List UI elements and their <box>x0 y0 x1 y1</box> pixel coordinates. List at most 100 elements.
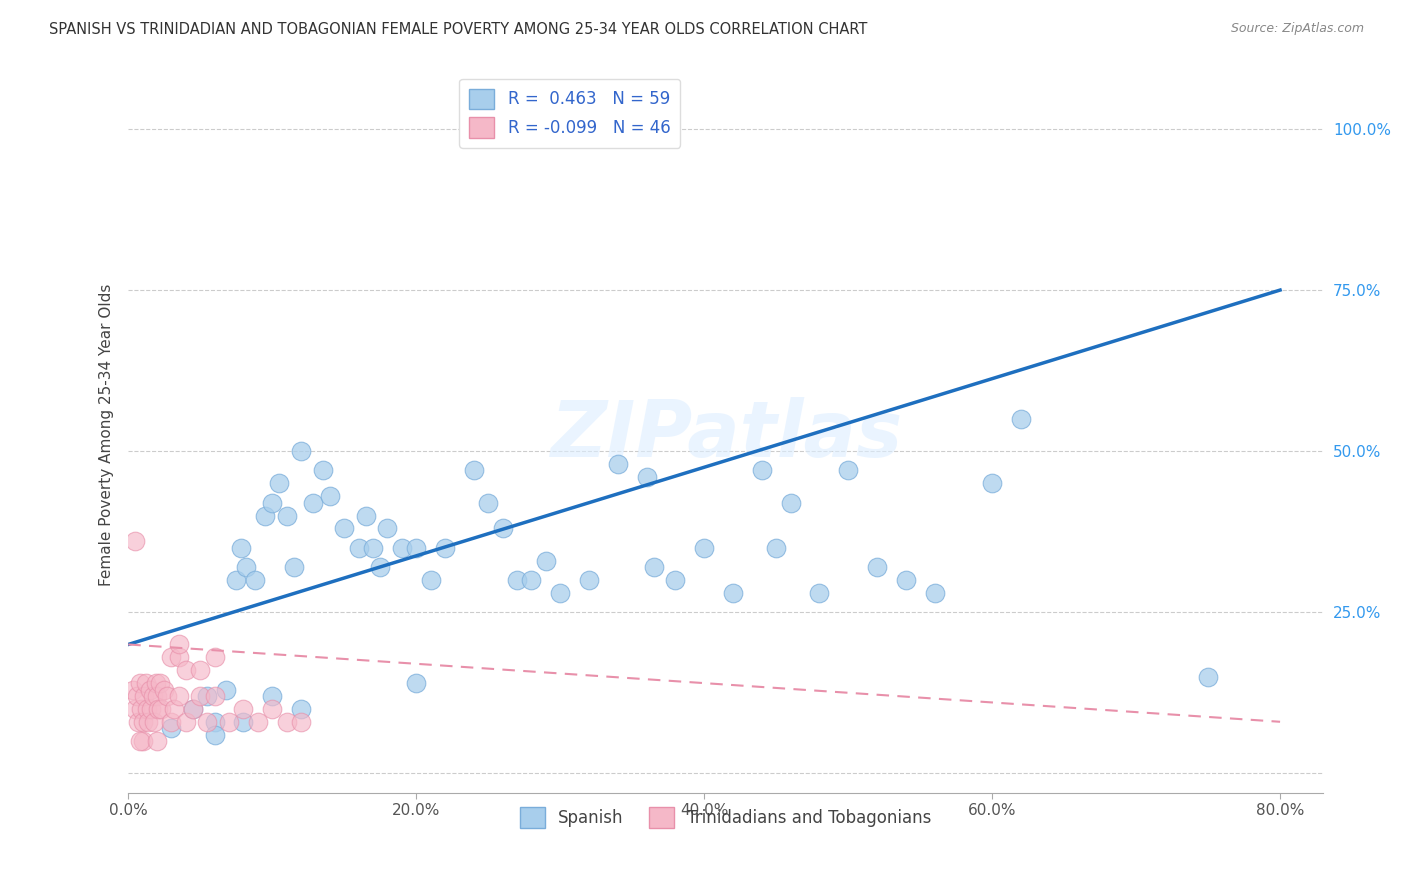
Text: ZIPatlas: ZIPatlas <box>550 397 901 473</box>
Point <box>311 463 333 477</box>
Point <box>146 689 169 703</box>
Point <box>163 702 186 716</box>
Point <box>174 714 197 729</box>
Point <box>232 714 254 729</box>
Point <box>160 714 183 729</box>
Point <box>243 573 266 587</box>
Point <box>181 702 204 716</box>
Point <box>125 689 148 703</box>
Point <box>139 682 162 697</box>
Point <box>290 702 312 716</box>
Point <box>129 702 152 716</box>
Point <box>138 714 160 729</box>
Point <box>751 463 773 477</box>
Point <box>124 534 146 549</box>
Point <box>262 496 284 510</box>
Point <box>578 573 600 587</box>
Point <box>135 676 157 690</box>
Point <box>167 637 190 651</box>
Point <box>506 573 529 587</box>
Point <box>520 573 543 587</box>
Point <box>477 496 499 510</box>
Point <box>156 689 179 703</box>
Y-axis label: Female Poverty Among 25-34 Year Olds: Female Poverty Among 25-34 Year Olds <box>100 284 114 586</box>
Point <box>290 714 312 729</box>
Point <box>181 702 204 716</box>
Point <box>167 650 190 665</box>
Point <box>204 728 226 742</box>
Point <box>204 689 226 703</box>
Point <box>141 702 163 716</box>
Point <box>218 714 240 729</box>
Point <box>197 714 219 729</box>
Point <box>1197 670 1219 684</box>
Point <box>548 586 571 600</box>
Point <box>215 682 238 697</box>
Point <box>269 476 291 491</box>
Point <box>664 573 686 587</box>
Point <box>276 508 298 523</box>
Point <box>225 573 247 587</box>
Legend: Spanish, Trinidadians and Tobagonians: Spanish, Trinidadians and Tobagonians <box>513 801 938 834</box>
Point <box>1010 412 1032 426</box>
Point <box>333 521 356 535</box>
Point <box>636 470 658 484</box>
Point <box>148 702 170 716</box>
Point <box>405 676 427 690</box>
Point <box>491 521 513 535</box>
Point <box>232 702 254 716</box>
Point <box>319 489 342 503</box>
Point <box>377 521 399 535</box>
Point <box>301 496 323 510</box>
Point <box>167 689 190 703</box>
Point <box>434 541 457 555</box>
Point <box>128 676 150 690</box>
Point <box>153 682 176 697</box>
Point <box>463 463 485 477</box>
Point <box>142 689 165 703</box>
Point <box>136 702 159 716</box>
Point <box>132 689 155 703</box>
Point <box>693 541 716 555</box>
Point <box>204 650 226 665</box>
Point <box>262 689 284 703</box>
Point <box>276 714 298 729</box>
Point <box>127 714 149 729</box>
Point <box>765 541 787 555</box>
Point <box>160 721 183 735</box>
Point <box>246 714 269 729</box>
Point <box>146 734 169 748</box>
Point <box>779 496 801 510</box>
Point <box>204 714 226 729</box>
Point <box>808 586 831 600</box>
Point <box>924 586 946 600</box>
Point <box>981 476 1004 491</box>
Text: Source: ZipAtlas.com: Source: ZipAtlas.com <box>1230 22 1364 36</box>
Point <box>391 541 413 555</box>
Point <box>361 541 384 555</box>
Point <box>131 714 153 729</box>
Point <box>283 560 305 574</box>
Point <box>477 122 499 136</box>
Point <box>197 689 219 703</box>
Point <box>174 663 197 677</box>
Point <box>150 702 173 716</box>
Point <box>188 689 211 703</box>
Point <box>262 702 284 716</box>
Point <box>290 444 312 458</box>
Point <box>347 541 370 555</box>
Point <box>643 560 665 574</box>
Point <box>606 457 628 471</box>
Point <box>124 702 146 716</box>
Point <box>160 650 183 665</box>
Point <box>354 508 377 523</box>
Point <box>837 463 859 477</box>
Point <box>894 573 917 587</box>
Point <box>149 676 172 690</box>
Text: SPANISH VS TRINIDADIAN AND TOBAGONIAN FEMALE POVERTY AMONG 25-34 YEAR OLDS CORRE: SPANISH VS TRINIDADIAN AND TOBAGONIAN FE… <box>49 22 868 37</box>
Point <box>866 560 889 574</box>
Point <box>143 714 166 729</box>
Point <box>188 663 211 677</box>
Point <box>253 508 276 523</box>
Point <box>368 560 391 574</box>
